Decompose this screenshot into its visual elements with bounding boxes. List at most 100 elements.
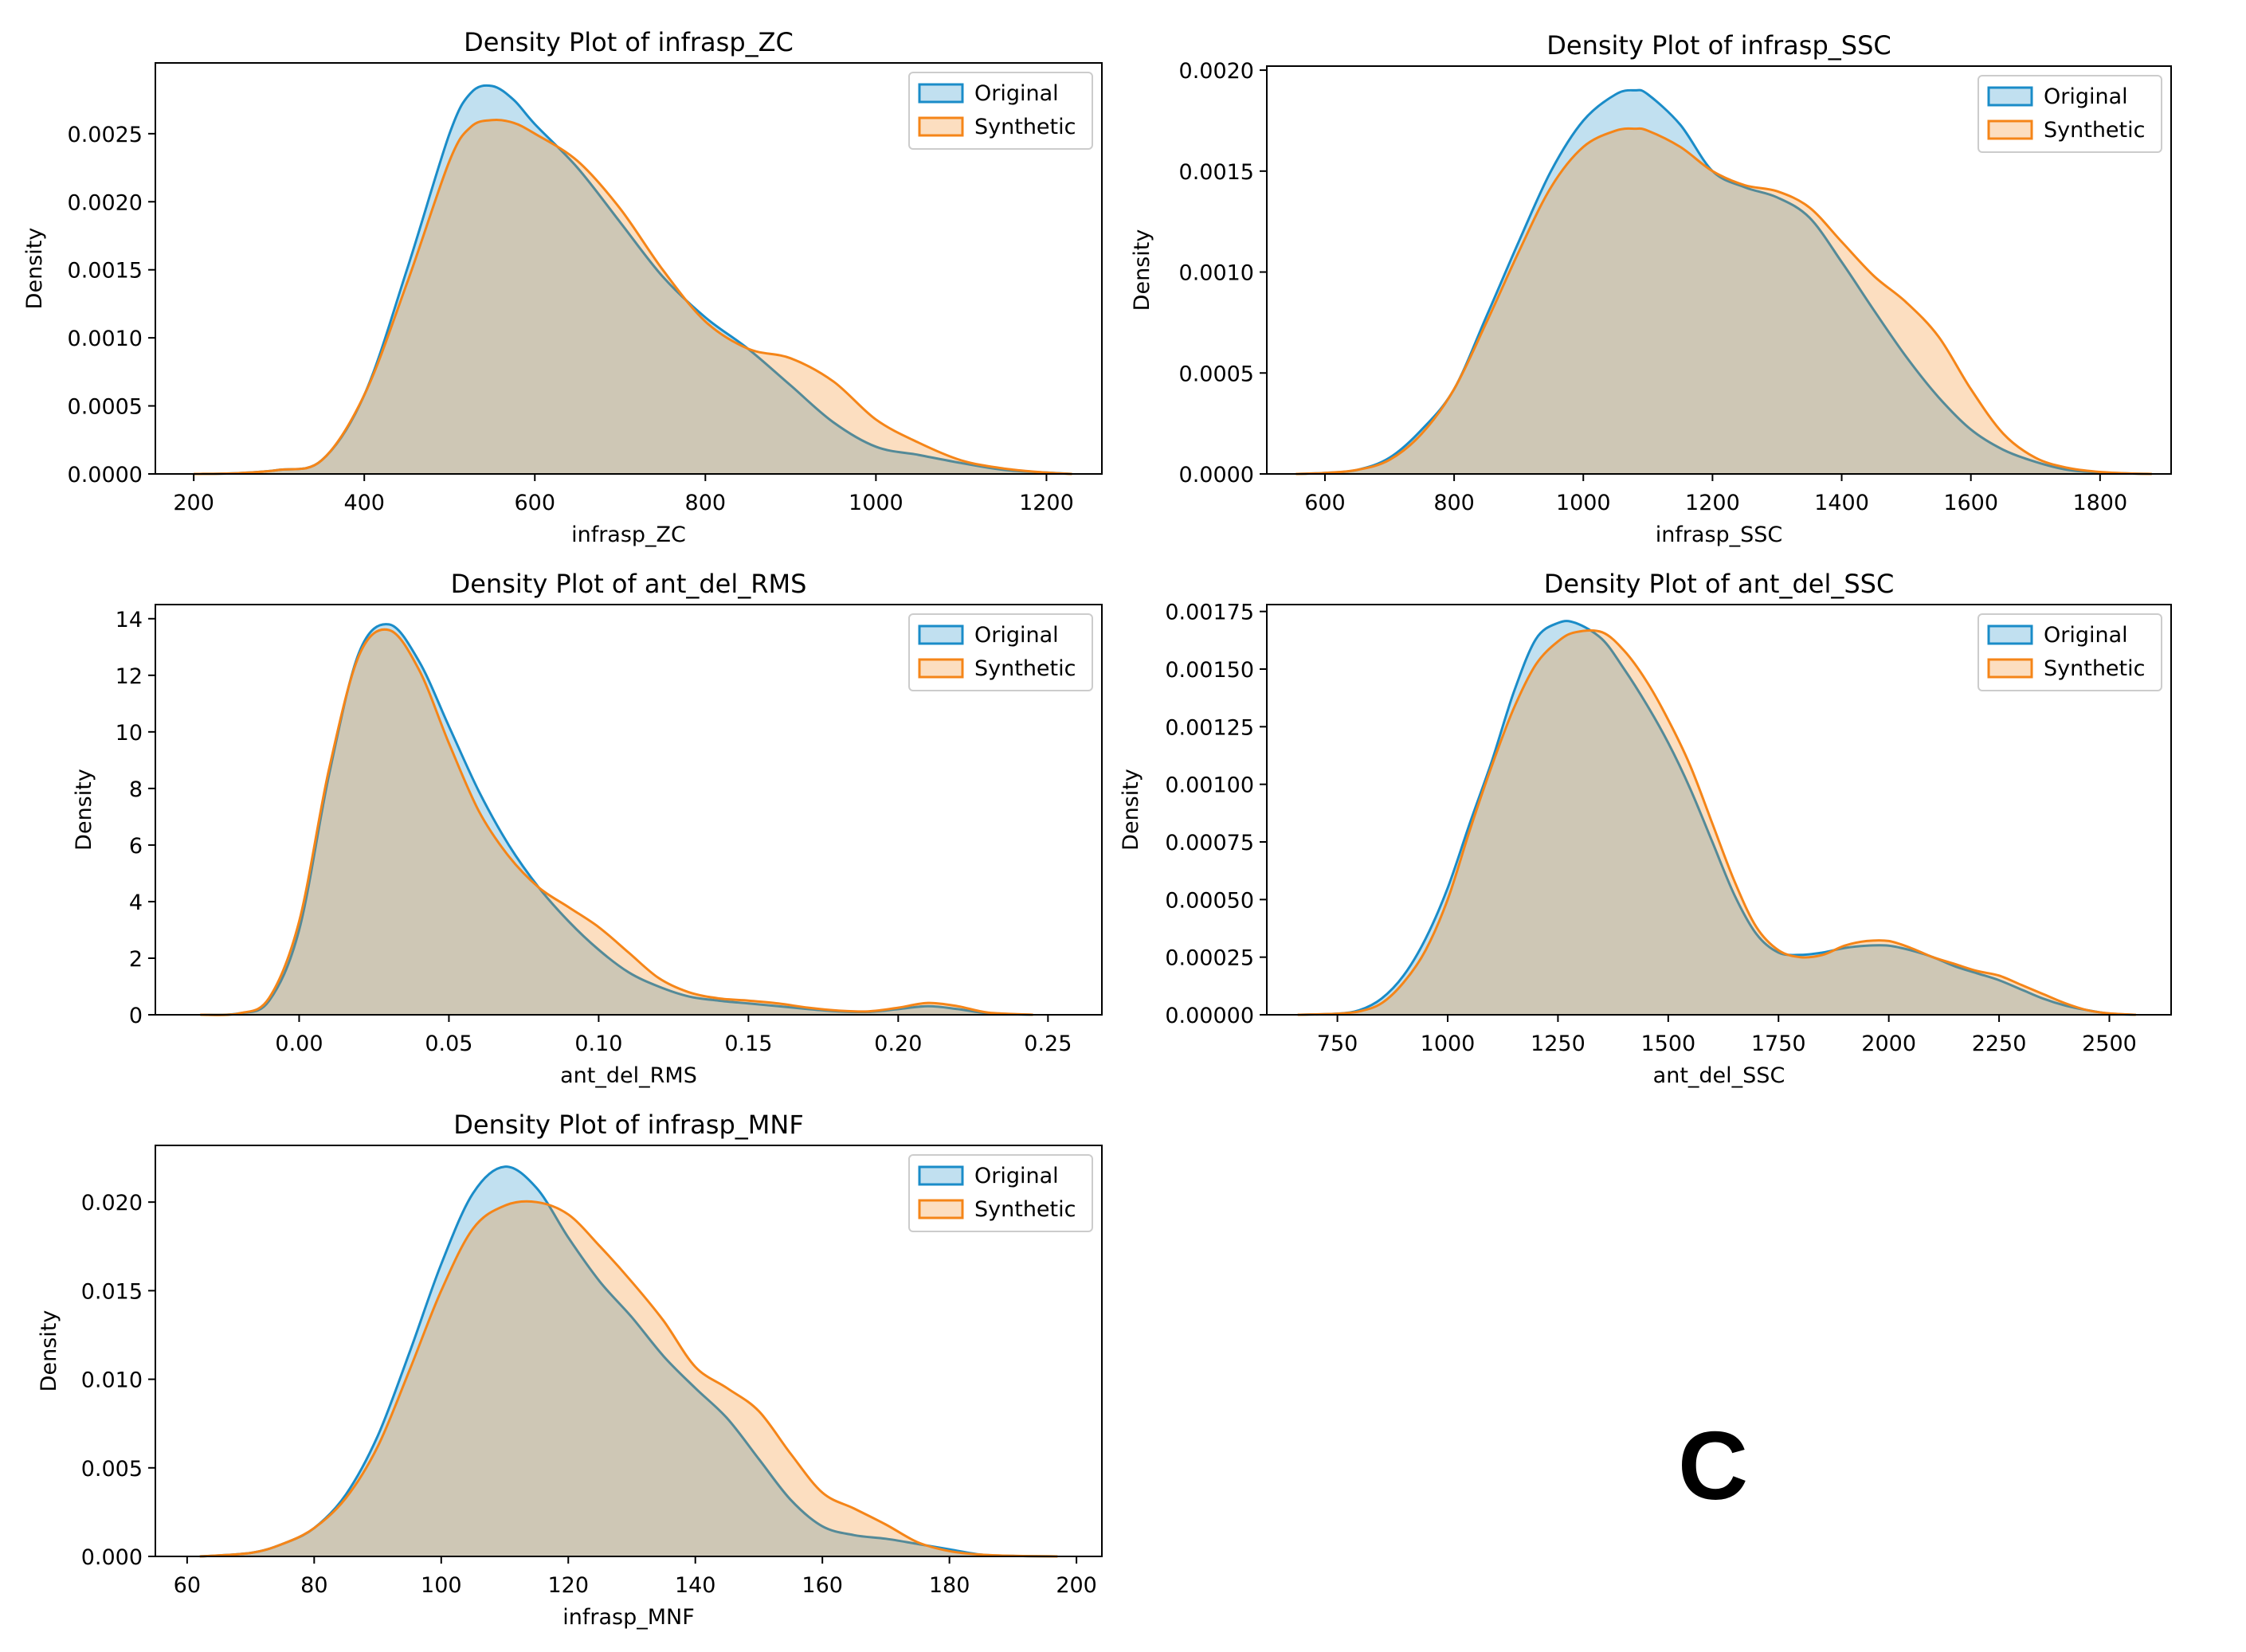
synthetic-density-area [1295,128,2152,475]
original-legend-swatch [1987,86,2033,107]
y-tick-label: 0.010 [81,1368,143,1393]
x-tick-label: 1000 [1421,1032,1476,1056]
y-tick-label: 0.00150 [1165,658,1254,683]
y-tick-label: 6 [129,834,143,859]
x-tick-label: 1600 [1943,491,1998,515]
x-tick-label: 600 [514,491,555,515]
chart-1: 200 400 600 800 1000 1200 0.0000 0.0005 0.0010 0.… [22,27,1103,547]
y-tick-label: 0.0020 [1179,59,1254,84]
x-tick-label: 750 [1317,1032,1358,1056]
legend: Original Synthetic [908,72,1093,150]
y-tick-label: 0.0015 [68,259,143,284]
x-axis-label: infrasp_SSC [1656,523,1783,547]
y-tick-label: 0.00100 [1165,773,1254,798]
y-tick-label: 0 [129,1004,143,1028]
y-tick-label: 0.020 [81,1191,143,1216]
x-tick-label: 1000 [849,491,903,515]
legend: Original Synthetic [1977,75,2162,153]
panel-letter: C [1677,1411,1749,1520]
x-tick-label: 80 [300,1573,327,1598]
y-tick-label: 0.0010 [1179,261,1254,286]
y-tick-label: 12 [116,664,143,689]
y-tick-label: 0.0005 [68,395,143,420]
synthetic-density-line [194,119,1072,476]
x-tick-label: 1200 [1685,491,1740,515]
y-tick-label: 0.0010 [68,327,143,351]
y-tick-label: 0.005 [81,1457,143,1482]
y-tick-label: 0.0000 [1179,463,1254,487]
y-axis-label: Density [37,1310,61,1392]
x-tick-label: 0.20 [874,1032,922,1056]
legend-box [1977,613,2162,691]
synthetic-legend-label: Synthetic [974,1197,1076,1222]
x-tick-label: 200 [173,491,214,515]
synthetic-density-line [1295,127,2152,476]
y-tick-label: 0.00000 [1165,1004,1254,1028]
x-tick-label: 800 [685,491,727,515]
chart-5: 60 80 100 120 140 160 180 200 0.000 0.005 0.010 0.0… [37,1110,1103,1630]
plot-frame [155,604,1103,1016]
original-legend-label: Original [2044,84,2128,109]
x-tick-label: 120 [547,1573,589,1598]
chart-title: Density Plot of infrasp_SSC [1546,30,1891,61]
original-density-area [194,85,1072,474]
x-tick-label: 2250 [1972,1032,2027,1056]
synthetic-legend-label: Synthetic [2044,656,2145,681]
original-density-line [199,1165,1058,1558]
x-tick-label: 60 [174,1573,201,1598]
x-tick-label: 600 [1304,491,1346,515]
synthetic-legend-label: Synthetic [974,656,1076,681]
x-axis-label: ant_del_SSC [1653,1063,1785,1088]
y-tick-label: 0.00050 [1165,888,1254,913]
y-tick-label: 0.0020 [68,190,143,215]
legend: Original Synthetic [1977,613,2162,691]
y-tick-label: 0.0015 [1179,160,1254,185]
synthetic-density-area [194,119,1072,475]
plot-frame [1266,604,2172,1016]
original-legend-swatch [1987,624,2033,645]
x-axis-label: infrasp_ZC [571,523,686,547]
y-tick-label: 10 [116,721,143,746]
original-density-area [1295,90,2152,474]
y-axis-label: Density [72,769,96,851]
y-tick-label: 14 [116,608,143,632]
synthetic-density-area [199,1201,1058,1556]
y-tick-label: 0.00025 [1165,946,1254,971]
x-tick-label: 0.25 [1024,1032,1072,1056]
original-legend-swatch [918,1165,964,1186]
chart-2: 600 800 1000 1200 1400 1600 1800 0.0000 0.0005 0.… [1130,30,2172,547]
synthetic-legend-swatch [918,658,964,679]
x-tick-label: 0.00 [275,1032,323,1056]
plot-frame [155,62,1103,475]
y-tick-label: 0.0025 [68,123,143,147]
x-tick-label: 0.05 [425,1032,472,1056]
original-density-area [199,1166,1058,1556]
synthetic-legend-swatch [918,1199,964,1219]
synthetic-density-line [200,628,1033,1016]
x-tick-label: 1200 [1019,491,1074,515]
original-legend-label: Original [974,623,1059,648]
x-tick-label: 2500 [2082,1032,2137,1056]
y-tick-label: 0.00125 [1165,715,1254,740]
y-tick-label: 0.000 [81,1545,143,1570]
x-tick-label: 800 [1433,491,1475,515]
x-tick-label: 2000 [1861,1032,1916,1056]
chart-title: Density Plot of infrasp_ZC [464,27,794,57]
y-tick-label: 0.00075 [1165,831,1254,855]
legend-box [1977,75,2162,153]
chart-title: Density Plot of ant_del_RMS [451,569,807,599]
legend-box [908,613,1093,691]
synthetic-legend-swatch [918,116,964,137]
y-tick-label: 0.015 [81,1279,143,1304]
chart-3: 0.00 0.05 0.10 0.15 0.20 0.25 0 2 4 6 8 10 12 14 Densi… [72,569,1103,1088]
y-axis-label: Density [22,228,47,310]
x-tick-label: 1750 [1751,1032,1806,1056]
y-axis-label: Density [1130,229,1154,311]
original-legend-swatch [918,624,964,645]
original-density-line [1297,620,2136,1016]
x-axis-label: ant_del_RMS [560,1063,697,1088]
x-tick-label: 200 [1056,1573,1097,1598]
legend: Original Synthetic [908,613,1093,691]
legend-box [908,1154,1093,1232]
